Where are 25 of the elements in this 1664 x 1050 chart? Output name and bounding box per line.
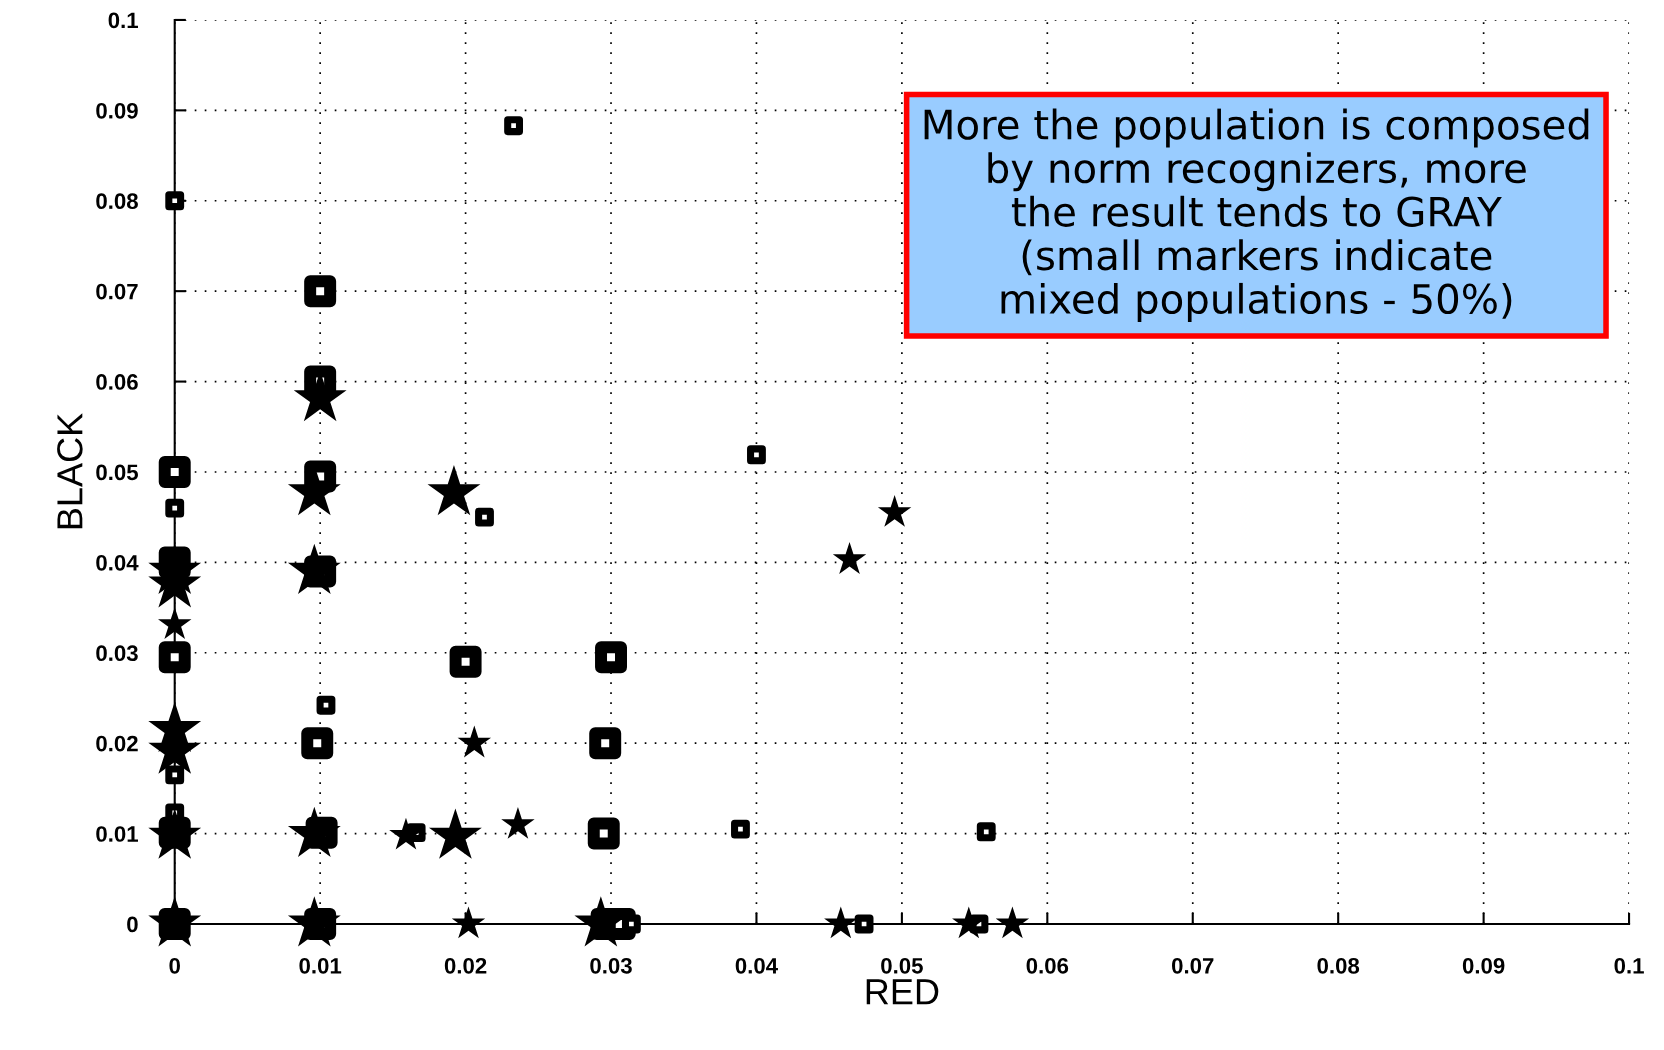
x-tick-label: 0.07 [1172, 957, 1214, 974]
y-axis-title: BLACK [57, 413, 83, 529]
x-tick-label: 0.01 [299, 957, 342, 974]
x-axis-title: RED [866, 979, 939, 1005]
x-tick-label: 0.06 [1026, 957, 1069, 974]
y-tick-label: 0.09 [96, 102, 138, 119]
y-tick-label: 0.04 [96, 554, 139, 571]
x-tick-label: 0.04 [735, 957, 778, 974]
y-tick-label: 0.08 [96, 193, 138, 210]
y-tick-label: 0.02 [96, 735, 138, 752]
y-tick-label: 0.03 [96, 645, 138, 662]
annotation: More the population is composed by norm recognizers, more the result tends to GRAY (small markers indicate mixed populations - 50%) [924, 108, 1589, 322]
y-tick-label: 0.06 [96, 374, 138, 390]
y-tick-label: 0 [127, 916, 138, 933]
x-tick-label: 0 [169, 957, 180, 974]
x-tick-label: 0.1 [1614, 957, 1644, 974]
x-tick-label: 0.02 [444, 957, 487, 974]
y-tick-label: 0.07 [96, 283, 138, 300]
y-tick-label: 0.01 [96, 826, 138, 842]
y-tick-label: 0.1 [108, 12, 138, 29]
x-tick-label: 0.03 [590, 957, 632, 974]
x-tick-label: 0.05 [881, 957, 923, 974]
x-tick-label: 0.08 [1317, 957, 1360, 974]
x-tick-label: 0.09 [1462, 957, 1505, 974]
y-tick-label: 0.05 [96, 464, 138, 481]
